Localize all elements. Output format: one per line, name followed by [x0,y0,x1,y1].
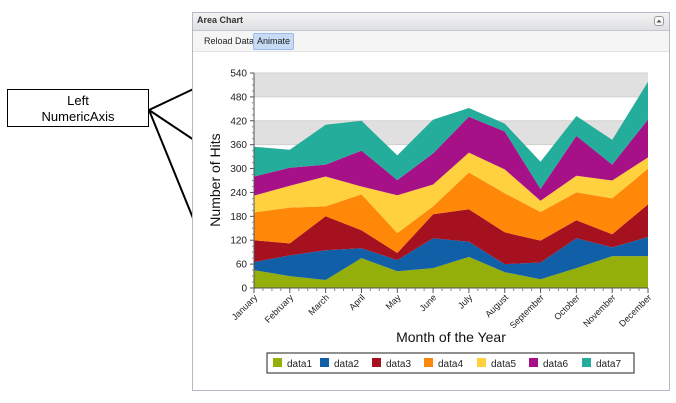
x-tick-label: July [456,292,475,311]
x-tick-label: December [617,292,653,328]
legend-label-data3: data3 [386,359,411,370]
callout-line-1: Left [67,93,89,108]
area-series-data5 [254,152,648,234]
panel-title: Area Chart [197,15,244,25]
legend-label-data1: data1 [287,359,312,370]
legend-label-data4: data4 [438,359,463,370]
x-tick-label: January [230,292,260,322]
legend-swatch-data1 [273,358,282,367]
x-tick-label: April [347,292,367,312]
legend-swatch-data5 [477,358,486,367]
x-tick-label: August [483,292,510,319]
x-tick-label: February [263,292,296,325]
axis-callout-box: Left NumericAxis [7,89,149,127]
area-series-data3 [254,204,648,265]
x-tick-label: October [552,292,582,322]
y-tick-label: 420 [230,116,247,127]
legend-swatch-data3 [372,358,381,367]
area-series-data6 [254,116,648,201]
area-series-data2 [254,237,648,280]
y-tick-label: 300 [230,164,247,175]
area-series-data4 [254,168,648,253]
legend-swatch-data7 [582,358,591,367]
legend-swatch-data2 [320,358,329,367]
animate-button[interactable]: Animate [253,33,295,50]
y-tick-label: 60 [236,260,248,271]
legend-label-data5: data5 [491,359,516,370]
area-series-data1 [254,256,648,288]
x-tick-label: June [418,292,439,313]
y-tick-label: 540 [230,69,247,80]
y-tick-label: 360 [230,140,247,151]
grid-band [254,73,648,97]
collapse-button[interactable] [654,16,664,26]
legend-swatch-data6 [529,358,538,367]
callout-line-2: NumericAxis [41,109,115,124]
toolbar: Reload Data Animate [193,31,669,52]
legend-box [266,352,635,374]
x-tick-label: March [306,292,331,317]
reload-data-button[interactable]: Reload Data [204,36,255,46]
x-axis-title: Month of the Year [396,329,506,345]
legend-label-data6: data6 [543,359,568,370]
y-axis-title: Number of Hits [207,133,223,226]
x-tick-label: September [508,292,546,330]
legend-swatch-data4 [424,358,433,367]
legend-label-data7: data7 [596,359,621,370]
chevron-up-icon [656,19,662,23]
y-tick-label: 0 [241,284,247,295]
y-tick-label: 240 [230,188,247,199]
y-tick-label: 180 [230,212,247,223]
legend-label-data2: data2 [334,359,359,370]
x-tick-label: November [581,292,617,328]
y-tick-label: 120 [230,236,247,247]
y-tick-label: 480 [230,92,247,103]
x-tick-label: May [384,292,403,311]
panel-header: Area Chart [193,13,669,31]
area-series-data7 [254,81,648,189]
